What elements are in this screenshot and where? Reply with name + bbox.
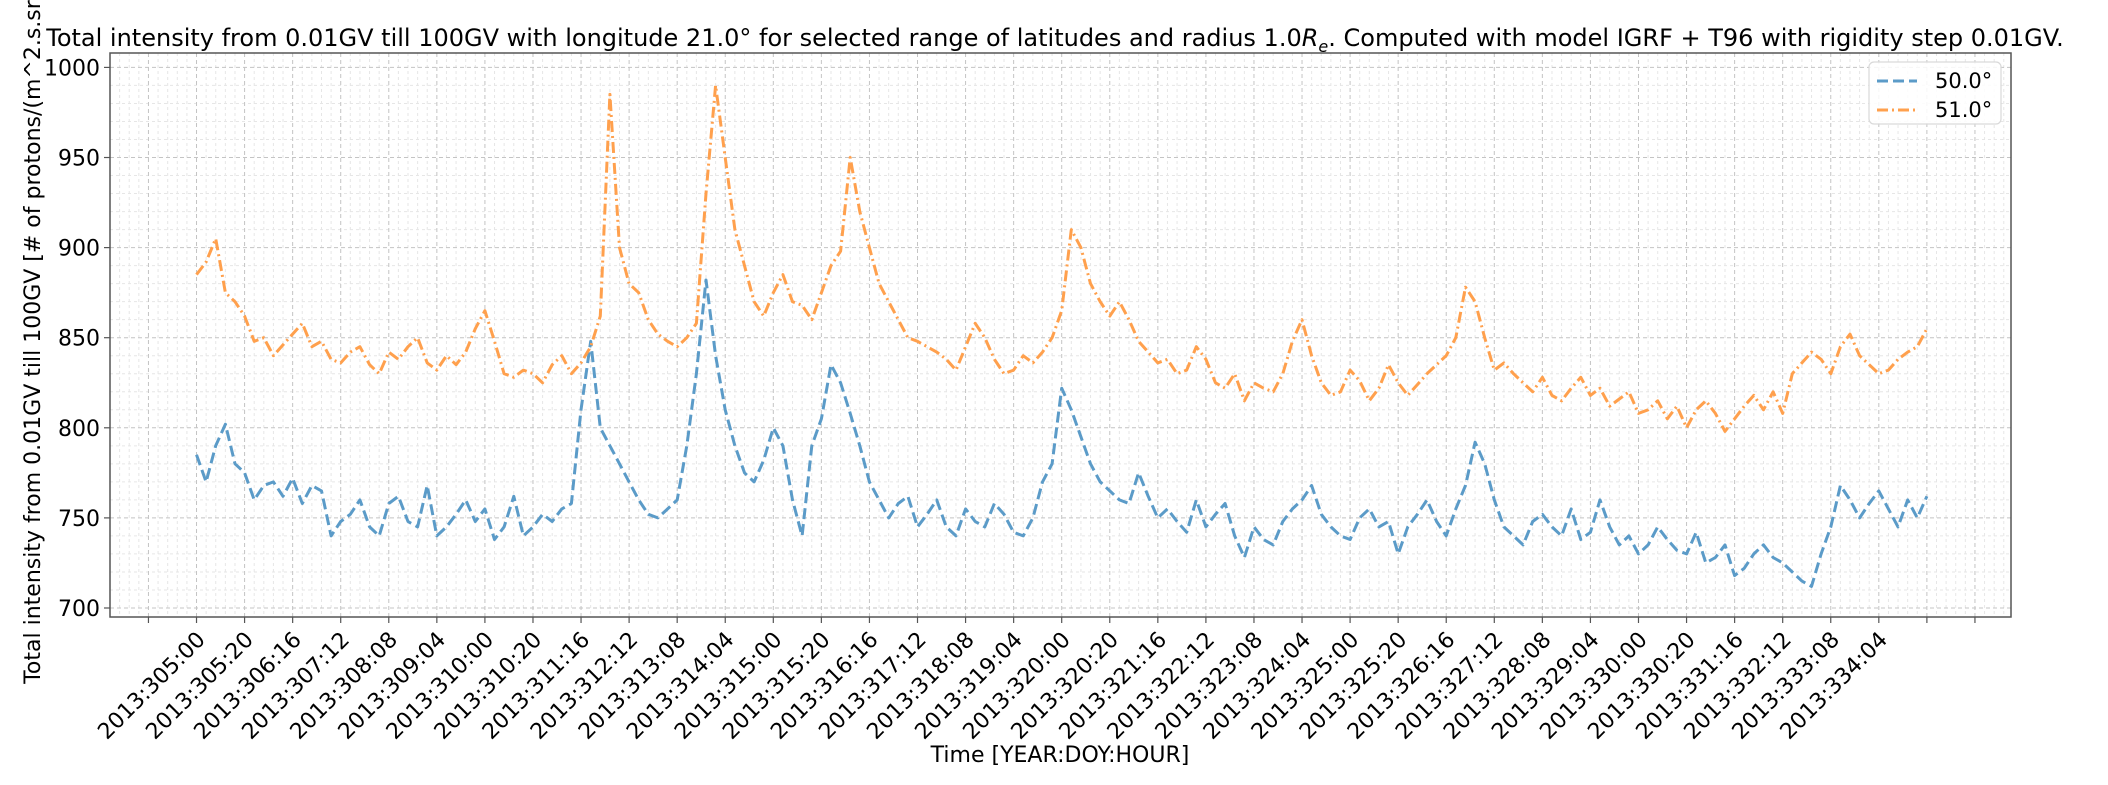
y-tick-label: 750 bbox=[58, 507, 100, 532]
x-axis: 2013:305:002013:305:202013:306:162013:30… bbox=[93, 617, 1976, 745]
y-axis: 700 750 800 850 900 950 1000 bbox=[44, 56, 110, 622]
chart-title: Total intensity from 0.01GV till 100GV w… bbox=[45, 24, 2063, 56]
legend-label-50: 50.0° bbox=[1935, 69, 1992, 93]
chart-title-main: Total intensity from 0.01GV till 100GV w… bbox=[45, 24, 1301, 52]
y-tick-label: 950 bbox=[58, 147, 100, 172]
series-line-0 bbox=[195, 278, 1929, 588]
plot-frame bbox=[109, 52, 2012, 618]
series-layer bbox=[195, 83, 1929, 588]
series-line-1 bbox=[195, 83, 1929, 433]
legend: 50.0° 51.0° bbox=[1868, 61, 2002, 125]
y-tick-label: 800 bbox=[58, 417, 100, 442]
y-tick-label: 900 bbox=[58, 237, 100, 262]
x-axis-label: Time [YEAR:DOY:HOUR] bbox=[930, 743, 1190, 768]
chart-title-rest: . Computed with model IGRF + T96 with ri… bbox=[1328, 24, 2063, 52]
plot-area bbox=[110, 53, 2011, 617]
y-tick-label: 1000 bbox=[44, 56, 100, 81]
y-axis-label: Total intensity from 0.01GV till 100GV [… bbox=[21, 0, 46, 685]
chart-title-subscript: e bbox=[1318, 37, 1328, 56]
y-tick-label: 850 bbox=[58, 327, 100, 352]
y-tick-label: 700 bbox=[58, 597, 100, 622]
chart-title-symbol: R bbox=[1302, 24, 1319, 52]
major-grid bbox=[110, 53, 2011, 617]
legend-label-51: 51.0° bbox=[1935, 98, 1992, 122]
